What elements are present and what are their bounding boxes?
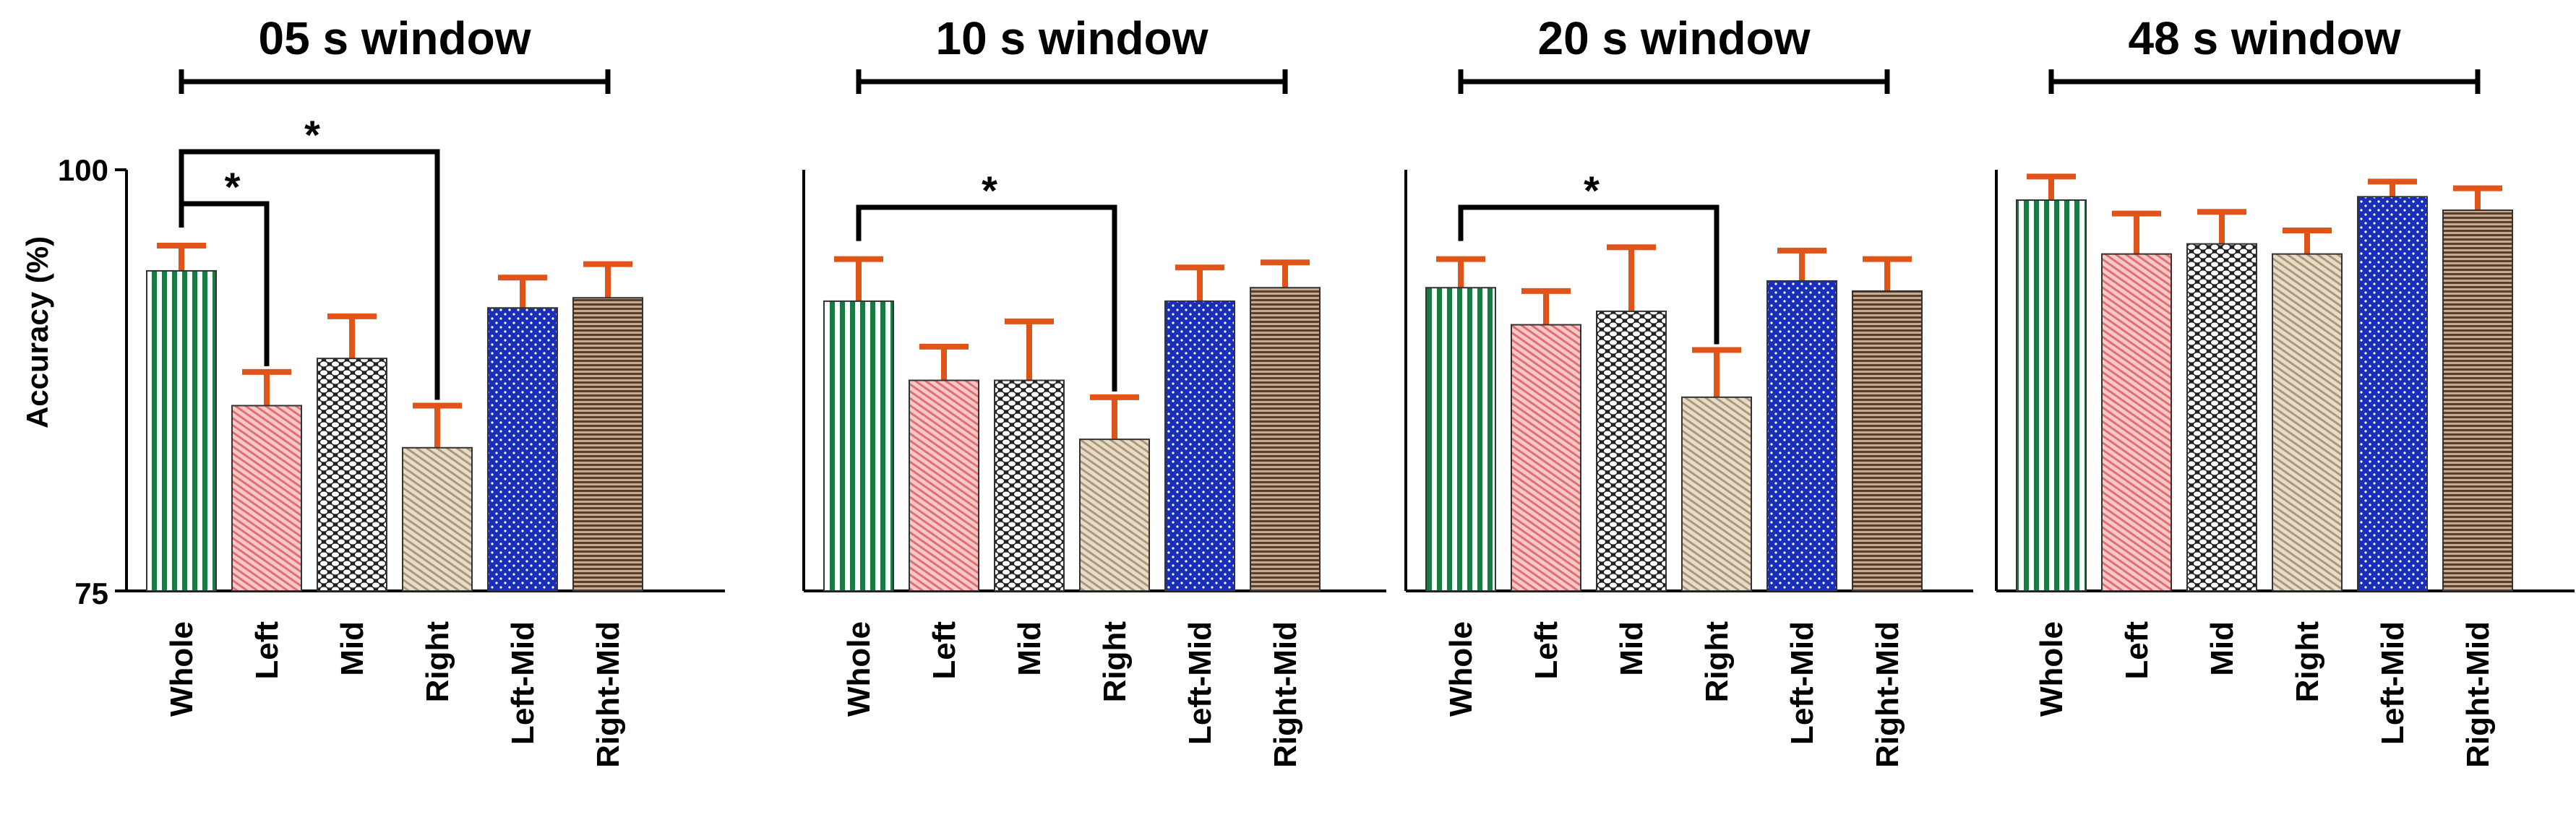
- x-tick-label: Left: [1529, 621, 1564, 680]
- panel-4: 48 s window Whole Left Mid Right Left-Mid Righ…: [1995, 12, 2575, 768]
- x-tick-label: Right-Mid: [2460, 621, 2496, 768]
- panel-1: 05 s window Whole Left Mid Right Left-Mid Righ…: [115, 12, 725, 768]
- bar-whole: [146, 269, 217, 592]
- error-bar: [1692, 347, 1741, 397]
- significance-star: *: [1584, 168, 1600, 213]
- bar-left: [909, 379, 979, 592]
- y-tick-label-top: 100: [58, 153, 108, 187]
- bar-right: [2272, 253, 2343, 592]
- panel-title: 48 s window: [2129, 12, 2401, 64]
- x-tick-label: Right: [2290, 621, 2325, 703]
- error-bar: [1777, 247, 1826, 281]
- bar-mid: [317, 358, 387, 592]
- bar-mid: [1596, 310, 1667, 592]
- x-tick-label: Right: [1699, 621, 1735, 703]
- title-bracket: [2048, 69, 2481, 94]
- significance-star: *: [304, 112, 320, 157]
- x-tick-label: Left: [927, 621, 962, 680]
- x-tick-label: Whole: [2034, 621, 2069, 717]
- x-tick-label: Mid: [1614, 621, 1649, 676]
- bar-left: [2101, 253, 2172, 592]
- error-bar: [1175, 264, 1224, 301]
- error-bar: [2197, 209, 2246, 244]
- error-bar: [2453, 185, 2502, 210]
- error-bar: [157, 242, 206, 271]
- x-tick-label: Mid: [2204, 621, 2240, 676]
- bar-left-mid: [2357, 196, 2428, 592]
- error-bar: [498, 275, 547, 308]
- error-bar: [2112, 210, 2161, 254]
- error-bar: [1090, 394, 1139, 440]
- bar-right-mid: [572, 297, 643, 592]
- error-bar: [2027, 173, 2076, 200]
- error-bar: [1261, 259, 1310, 288]
- y-axis-label: Accuracy (%): [20, 236, 54, 428]
- bar-left: [1511, 324, 1581, 592]
- x-tick-label: Left-Mid: [1182, 621, 1218, 745]
- x-tick-label: Left: [249, 621, 285, 680]
- title-bracket: [179, 69, 611, 94]
- x-tick-label: Whole: [1443, 621, 1479, 717]
- error-bar: [2368, 178, 2417, 197]
- error-bar: [242, 368, 291, 406]
- panel-2: 10 s window Whole Left Mid Right Left-Mid Righ…: [802, 12, 1386, 768]
- x-tick-label: Left-Mid: [1785, 621, 1820, 745]
- x-tick-label: Right-Mid: [1870, 621, 1905, 768]
- bar-whole: [1425, 287, 1496, 592]
- bar-left-mid: [487, 307, 558, 592]
- x-tick-label: Right-Mid: [591, 621, 626, 768]
- x-tick-label: Whole: [164, 621, 199, 717]
- panel-title: 05 s window: [259, 12, 531, 64]
- bar-whole: [823, 300, 894, 592]
- panel-3: 20 s window Whole Left Mid Right Left-Mid Righ…: [1404, 12, 1973, 768]
- title-bracket: [1458, 69, 1890, 94]
- bar-whole: [2016, 199, 2087, 592]
- x-tick-label: Left-Mid: [505, 621, 541, 745]
- significance-bracket: *: [856, 168, 1117, 392]
- bar-right-mid: [1250, 287, 1321, 592]
- x-tick-label: Left: [2119, 621, 2155, 680]
- error-bar: [2283, 227, 2332, 254]
- bar-right-mid: [1852, 290, 1923, 592]
- error-bar: [1607, 244, 1656, 311]
- x-tick-label: Mid: [335, 621, 370, 676]
- error-bar: [1521, 288, 1571, 325]
- significance-bracket: *: [1458, 168, 1720, 345]
- title-bracket: [856, 69, 1288, 94]
- x-tick-label: Right: [420, 621, 455, 703]
- error-bar: [413, 402, 462, 448]
- error-bar: [919, 343, 969, 381]
- x-tick-label: Left-Mid: [2375, 621, 2410, 745]
- panel-title: 20 s window: [1538, 12, 1811, 64]
- significance-star: *: [225, 164, 241, 209]
- error-bar: [583, 261, 632, 298]
- error-bar: [1436, 256, 1485, 288]
- error-bar: [1863, 256, 1912, 291]
- bar-right-mid: [2442, 209, 2513, 592]
- bar-mid: [2186, 243, 2257, 592]
- error-bar: [327, 313, 377, 359]
- bar-left-mid: [1766, 280, 1837, 592]
- x-tick-label: Mid: [1012, 621, 1047, 676]
- y-axis: Accuracy (%) 100 75: [20, 153, 108, 610]
- significance-bracket: *: [179, 112, 440, 400]
- x-tick-label: Right-Mid: [1268, 621, 1303, 768]
- x-tick-label: Right: [1097, 621, 1133, 703]
- bar-right: [402, 446, 473, 592]
- bar-right: [1681, 396, 1752, 592]
- bar-right: [1079, 439, 1150, 592]
- error-bar: [834, 256, 883, 301]
- bar-mid: [994, 379, 1065, 592]
- bar-left-mid: [1164, 300, 1235, 592]
- x-tick-label: Whole: [841, 621, 877, 717]
- bar-left: [231, 405, 302, 592]
- y-tick-label-bottom: 75: [74, 576, 108, 610]
- error-bar: [1005, 318, 1054, 381]
- panels: 05 s window Whole Left Mid Right Left-Mid Righ…: [115, 12, 2575, 768]
- significance-star: *: [982, 168, 997, 213]
- panel-title: 10 s window: [936, 12, 1208, 64]
